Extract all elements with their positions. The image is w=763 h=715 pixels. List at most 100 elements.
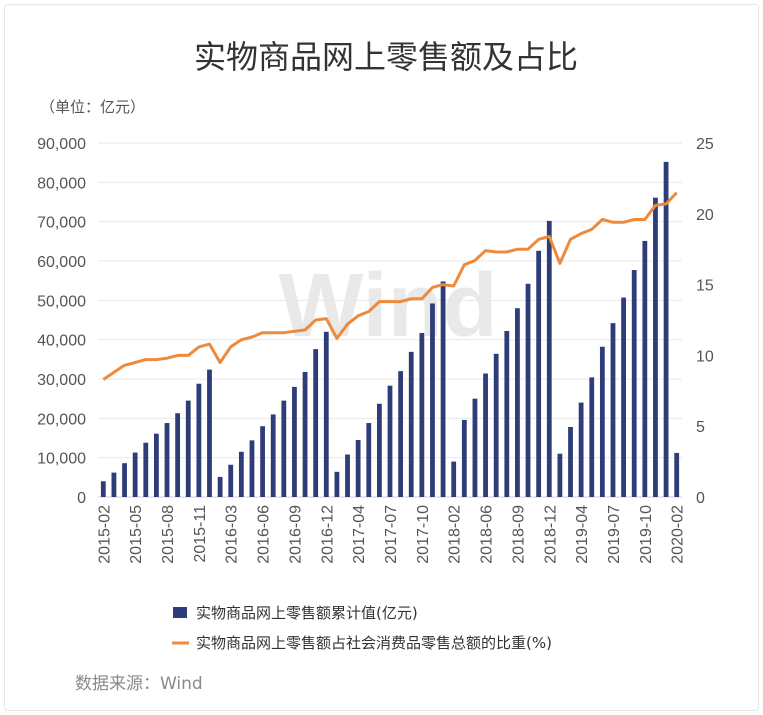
bar	[536, 250, 542, 497]
bar	[515, 308, 520, 497]
bar	[653, 197, 658, 497]
legend: 实物商品网上零售额累计值(亿元) 实物商品网上零售额占社会消费品零售总额的比重(…	[172, 604, 552, 652]
bar	[451, 461, 457, 497]
left-tick-label: 30,000	[37, 372, 86, 389]
bar	[504, 331, 510, 497]
bar	[483, 373, 488, 497]
bar	[387, 385, 393, 497]
left-tick-label: 10,000	[37, 451, 86, 468]
x-tick-label: 2017-04	[351, 505, 368, 564]
bar	[217, 476, 223, 497]
bar	[164, 423, 170, 497]
bar	[642, 240, 648, 497]
watermark: Wind	[278, 256, 497, 356]
left-tick-label: 60,000	[37, 254, 86, 271]
bar	[461, 419, 467, 497]
x-tick-label: 2018-02	[447, 505, 464, 564]
left-tick-label: 70,000	[37, 215, 86, 232]
grid-lines	[98, 142, 682, 498]
bar	[599, 346, 605, 497]
bar	[525, 283, 531, 497]
bar	[175, 413, 181, 497]
x-tick-label: 2016-12	[319, 505, 336, 564]
bar	[313, 349, 319, 497]
legend-bar-label: 实物商品网上零售额累计值(亿元)	[196, 604, 418, 622]
bar	[185, 400, 191, 497]
bar	[111, 472, 117, 497]
bar	[430, 303, 435, 497]
bar	[440, 281, 446, 497]
bar	[100, 481, 106, 497]
bar	[376, 403, 382, 497]
left-tick-label: 50,000	[37, 293, 86, 310]
x-tick-label: 2017-10	[415, 505, 432, 564]
bar	[270, 414, 276, 497]
bar	[249, 440, 255, 497]
bar	[302, 371, 308, 497]
x-tick-label: 2019-07	[606, 505, 623, 564]
bar	[154, 433, 159, 497]
x-tick-label: 2017-07	[383, 505, 400, 564]
unit-label: （单位：亿元）	[40, 98, 145, 116]
bar	[228, 464, 234, 497]
bar	[663, 161, 669, 497]
bar	[323, 331, 329, 497]
left-tick-label: 20,000	[37, 411, 86, 428]
right-tick-label: 25	[696, 136, 714, 153]
bar	[207, 369, 212, 497]
left-tick-label: 80,000	[37, 175, 86, 192]
bar-series	[100, 161, 680, 497]
left-axis: 0 10,000 20,000 30,000 40,000 50,000 60,000 70,…	[37, 136, 86, 507]
right-axis: 0 5 10 15 20 25	[696, 136, 714, 507]
bar	[366, 423, 372, 497]
bar	[493, 353, 499, 497]
bar	[621, 297, 626, 497]
x-tick-label: 2016-06	[256, 505, 273, 564]
bar	[419, 332, 425, 497]
right-tick-label: 20	[696, 207, 714, 224]
right-tick-label: 5	[696, 419, 705, 436]
bar	[238, 451, 244, 497]
bar	[674, 452, 680, 497]
legend-line-label: 实物商品网上零售额占社会消费品零售总额的比重(%)	[196, 634, 552, 652]
bar	[398, 371, 404, 497]
x-tick-label: 2018-12	[542, 505, 559, 564]
bar	[631, 270, 637, 497]
bar	[143, 442, 149, 497]
bar	[292, 386, 297, 497]
right-tick-label: 0	[696, 490, 705, 507]
bar	[132, 452, 138, 497]
bar	[472, 398, 478, 497]
x-tick-label: 2018-06	[479, 505, 496, 564]
x-tick-label: 2019-04	[574, 505, 591, 564]
ratio-line	[102, 191, 678, 381]
left-tick-label: 90,000	[37, 136, 86, 153]
x-tick-label: 2016-03	[224, 505, 241, 564]
right-tick-label: 10	[696, 348, 714, 365]
chart-title: 实物商品网上零售额及占比	[194, 38, 578, 76]
left-tick-label: 0	[77, 490, 86, 507]
bar	[334, 471, 340, 497]
bar	[610, 323, 616, 497]
bar	[260, 426, 265, 497]
x-tick-label: 2015-11	[192, 505, 209, 563]
x-tick-label: 2015-02	[96, 505, 113, 564]
bar	[196, 383, 202, 497]
x-tick-label: 2020-02	[670, 505, 687, 564]
bar	[355, 439, 361, 497]
bar	[408, 351, 414, 497]
source-note: 数据来源：Wind	[75, 674, 203, 694]
x-tick-label: 2019-10	[638, 505, 655, 564]
legend-bar-swatch	[173, 607, 187, 618]
bar	[557, 453, 563, 497]
bar	[122, 463, 127, 497]
x-axis: 2015-02 2015-05 2015-08 2015-11 2016-03 2016-…	[96, 505, 686, 564]
bar	[345, 454, 350, 497]
x-tick-label: 2018-09	[510, 505, 527, 564]
left-tick-label: 40,000	[37, 333, 86, 350]
right-tick-label: 15	[696, 278, 714, 295]
bar	[589, 377, 595, 497]
bar	[568, 426, 573, 497]
x-tick-label: 2016-09	[287, 505, 304, 564]
